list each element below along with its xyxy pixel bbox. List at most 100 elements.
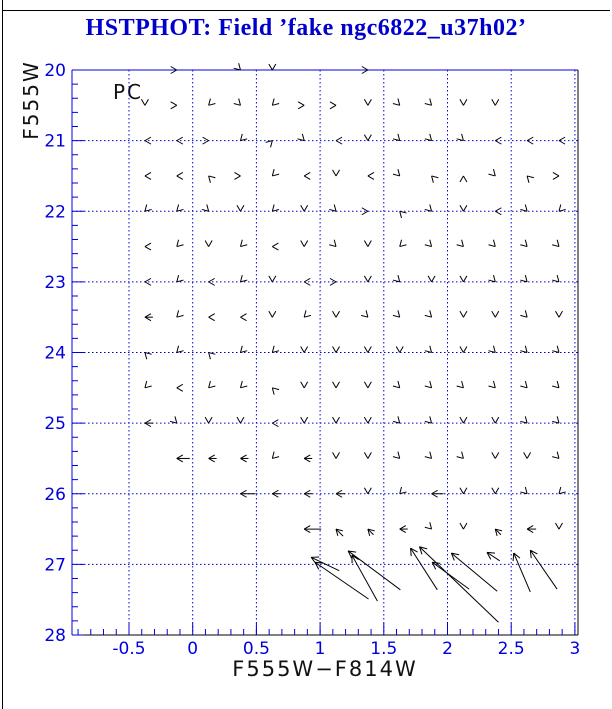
- vector-arrowhead: [491, 99, 496, 106]
- vector-arrowhead: [429, 522, 433, 530]
- y-tick-label: 24: [44, 344, 66, 364]
- vector-arrowhead: [304, 314, 312, 318]
- vector-arrowhead: [494, 487, 500, 495]
- vector-arrowhead: [462, 416, 468, 424]
- vector-arrowhead: [399, 211, 403, 219]
- long-vector-shaft: [347, 550, 401, 591]
- vector-arrowhead: [144, 316, 152, 322]
- vector-arrowhead: [272, 489, 279, 495]
- x-tick-label: 2.5: [498, 639, 525, 659]
- vector-arrowhead: [367, 381, 372, 389]
- vector-arrowhead: [558, 522, 563, 530]
- vector-arrowhead: [524, 380, 528, 388]
- vector-arrowhead: [300, 381, 305, 389]
- vector-arrowhead: [555, 522, 560, 530]
- vector-arrowhead: [491, 452, 496, 459]
- vector-arrowhead: [268, 310, 273, 318]
- vector-arrowhead: [431, 493, 438, 498]
- vector-arrowhead: [429, 98, 433, 106]
- long-vector-arrowhead: [410, 547, 418, 553]
- vector-arrowhead: [239, 133, 243, 141]
- vector-arrowhead: [144, 422, 152, 428]
- vector-arrowhead: [520, 279, 528, 283]
- vector-arrowhead: [240, 416, 245, 424]
- vector-arrowhead: [335, 528, 343, 532]
- vector-arrowhead: [424, 314, 432, 318]
- vector-arrowhead: [297, 138, 305, 142]
- vector-arrowhead: [488, 385, 496, 389]
- long-vector-arrowhead: [450, 552, 455, 561]
- vector-arrowhead: [424, 385, 432, 389]
- vector-arrowhead: [335, 489, 343, 495]
- vector-arrowhead: [329, 281, 337, 286]
- vector-arrowhead: [265, 140, 273, 143]
- vector-arrowhead: [367, 99, 372, 106]
- vector-arrowhead: [140, 99, 146, 106]
- vector-arrowhead: [272, 456, 280, 459]
- vector-arrowhead: [176, 140, 184, 145]
- vector-arrowhead: [144, 175, 152, 180]
- vector-arrowhead: [176, 350, 184, 353]
- vector-arrowhead: [399, 239, 403, 247]
- vector-arrowhead: [208, 416, 213, 424]
- vector-arrowhead: [240, 279, 248, 283]
- vector-arrowhead: [552, 244, 560, 248]
- y-tick-label: 22: [44, 202, 66, 222]
- long-vector-arrowhead: [419, 546, 428, 550]
- vector-arrowhead: [461, 133, 464, 141]
- vector-arrowhead: [459, 416, 464, 424]
- vector-arrowhead: [431, 489, 438, 495]
- vector-arrowhead: [399, 486, 403, 494]
- vector-arrowhead: [456, 456, 464, 459]
- vector-arrowhead: [144, 385, 152, 389]
- y-tick-label: 27: [44, 555, 66, 575]
- y-tick-label: 26: [44, 485, 66, 505]
- vector-arrowhead: [240, 138, 248, 142]
- vector-arrowhead: [202, 136, 209, 142]
- vector-arrowhead: [424, 138, 432, 142]
- vector-arrowhead: [176, 244, 184, 248]
- vector-arrowhead: [552, 456, 560, 459]
- long-vector-shaft: [351, 554, 378, 602]
- vector-arrowhead: [429, 345, 433, 353]
- vector-arrowhead: [170, 69, 178, 74]
- vector-arrowhead: [169, 420, 177, 424]
- vector-arrowhead: [555, 310, 560, 318]
- vector-arrowhead: [332, 416, 337, 424]
- vector-arrowhead: [144, 204, 148, 212]
- x-tick-label: 1: [315, 639, 326, 659]
- vector-arrowhead: [427, 275, 433, 283]
- vector-arrowhead: [399, 525, 407, 530]
- vector-arrowhead: [556, 380, 560, 388]
- vector-arrowhead: [176, 387, 184, 392]
- vector-arrowhead: [176, 345, 180, 353]
- vector-arrowhead: [558, 310, 563, 318]
- vector-arrowhead: [335, 310, 340, 318]
- vector-arrowhead: [488, 279, 496, 283]
- vector-arrowhead: [392, 103, 400, 106]
- vector-arrowhead: [271, 169, 275, 177]
- vector-arrowhead: [524, 310, 528, 318]
- vector-arrowhead: [461, 451, 464, 459]
- vector-arrowhead: [363, 381, 369, 389]
- vector-arrowhead: [524, 239, 528, 247]
- long-vector-arrowhead: [451, 552, 460, 556]
- vector-arrowhead: [459, 346, 464, 353]
- vector-arrowhead: [144, 99, 149, 106]
- vector-arrowhead: [335, 346, 340, 353]
- vector-arrowhead: [272, 350, 280, 353]
- vector-arrowhead: [462, 275, 468, 283]
- vector-arrowhead: [367, 416, 372, 424]
- vector-arrowhead: [206, 204, 210, 212]
- window-frame-top: [2, 10, 610, 11]
- x-tick-label: 0.5: [243, 639, 270, 659]
- vector-arrowhead: [462, 522, 468, 530]
- vector-arrowhead: [459, 204, 464, 212]
- vector-arrowhead: [176, 208, 184, 212]
- vector-arrowhead: [361, 69, 369, 74]
- vector-arrowhead: [240, 313, 247, 318]
- vector-arrowhead: [526, 528, 534, 533]
- y-tick-label: 28: [44, 626, 66, 646]
- vector-arrowhead: [552, 279, 560, 283]
- vector-arrowhead: [526, 175, 535, 179]
